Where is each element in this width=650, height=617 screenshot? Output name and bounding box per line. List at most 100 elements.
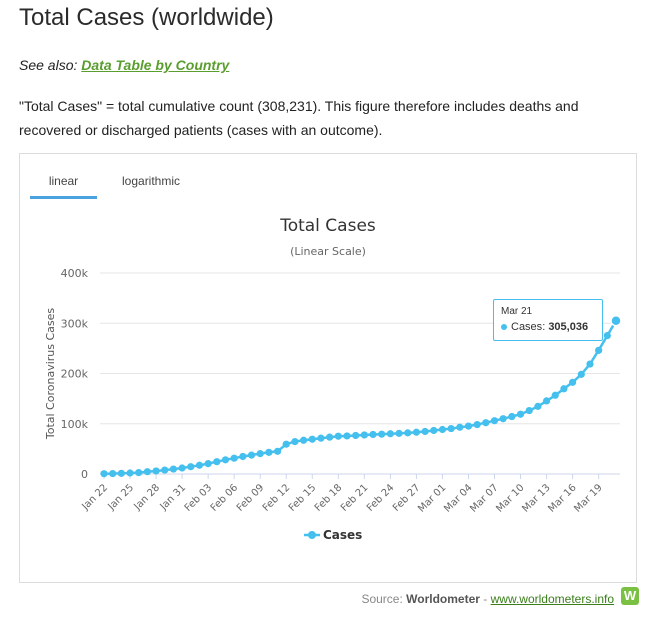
data-point: [109, 469, 117, 478]
tooltip-series-dot-icon: [501, 324, 507, 331]
data-point: [525, 406, 533, 415]
data-point: [126, 469, 134, 477]
data-point: [239, 452, 247, 461]
data-point: [117, 469, 125, 477]
source-link[interactable]: www.worldometers.info: [490, 592, 614, 606]
y-tick-label: 300k: [61, 317, 89, 330]
legend-item-cases: Cases: [323, 528, 362, 542]
data-point-highlighted: [610, 314, 622, 327]
x-tick-label: Mar 07: [468, 482, 500, 514]
data-point: [430, 426, 438, 435]
data-point: [569, 378, 577, 386]
chart-tooltip: Mar 21 Cases: 305,036: [493, 299, 603, 341]
data-point: [169, 465, 178, 473]
x-tick-label: Feb 03: [183, 482, 215, 514]
data-point: [395, 429, 403, 437]
worldometer-logo-icon[interactable]: W: [621, 587, 639, 605]
data-point: [291, 438, 299, 446]
data-point: [247, 451, 256, 459]
data-point: [326, 433, 334, 441]
data-point: [178, 464, 186, 472]
data-point: [404, 429, 412, 437]
data-point: [282, 440, 290, 448]
data-point: [343, 432, 351, 440]
description: "Total Cases" = total cumulative count (…: [19, 98, 579, 138]
data-point: [195, 461, 204, 469]
x-tick-label: Feb 12: [261, 482, 293, 514]
y-tick-label: 400k: [61, 267, 89, 280]
data-point: [560, 385, 568, 393]
data-point: [490, 417, 499, 425]
data-point: [204, 460, 212, 468]
data-point: [447, 424, 455, 433]
data-point: [135, 468, 143, 477]
data-point: [499, 415, 507, 423]
data-point: [464, 422, 473, 430]
x-tick-label: Feb 06: [209, 482, 241, 514]
tooltip-series: Cases: [511, 321, 543, 333]
data-point: [516, 410, 525, 418]
data-point: [230, 454, 238, 462]
x-tick-label: Jan 28: [132, 482, 163, 513]
x-tick-label: Feb 15: [287, 482, 319, 514]
data-point: [508, 412, 516, 421]
x-tick-label: Mar 16: [546, 482, 578, 514]
data-table-link[interactable]: Data Table by Country: [81, 57, 230, 73]
data-point: [308, 435, 316, 443]
y-axis-title: Total Coronavirus Cases: [44, 308, 57, 441]
data-point: [187, 463, 195, 471]
tooltip-value: 305,036: [548, 321, 589, 333]
x-tick-label: Mar 04: [442, 482, 474, 514]
chart-svg: Total Cases (Linear Scale) 0 100k 200k 300k 40…: [44, 216, 622, 542]
data-point: [143, 468, 151, 476]
see-also: See also: Data Table by Country: [19, 57, 229, 73]
data-point: [534, 402, 542, 410]
y-tick-label: 0: [81, 468, 88, 481]
source-name: Worldometer: [406, 592, 480, 606]
chart-subtitle: (Linear Scale): [290, 245, 366, 258]
data-point: [100, 470, 108, 478]
data-point: [221, 456, 230, 464]
source-credit: Source: Worldometer - www.worldometers.i…: [361, 592, 614, 606]
data-point: [299, 436, 308, 444]
tab-linear[interactable]: linear: [48, 174, 79, 188]
series-line-cases: [103, 320, 618, 475]
legend-marker-icon: [308, 531, 316, 539]
chart-container: Total Cases (Linear Scale) 0 100k 200k 300k 40…: [19, 153, 637, 583]
source-separator: -: [483, 592, 488, 606]
data-point: [334, 432, 342, 440]
data-point: [273, 447, 282, 455]
x-tick-label: Mar 01: [416, 482, 448, 514]
tooltip-row: Cases: 305,036: [501, 321, 588, 333]
data-point: [369, 430, 377, 439]
data-point: [438, 425, 447, 434]
data-point: [482, 419, 490, 427]
x-tick-label: Feb 21: [339, 482, 371, 514]
active-tab-indicator: [30, 196, 97, 199]
data-point: [586, 360, 594, 368]
y-tick-label: 200k: [61, 368, 89, 381]
data-point: [317, 434, 325, 442]
see-also-prefix: See also:: [19, 57, 78, 73]
x-tick-label: Feb 09: [235, 482, 267, 514]
x-tick-label: Jan 22: [79, 482, 110, 513]
data-point: [152, 467, 160, 475]
data-point: [213, 458, 221, 466]
data-point: [256, 450, 264, 458]
source-label: Source:: [361, 592, 403, 606]
data-point: [551, 391, 559, 399]
data-point: [412, 428, 421, 436]
data-point: [386, 430, 394, 438]
page-title: Total Cases (worldwide): [19, 4, 274, 31]
data-point: [378, 430, 386, 438]
data-point: [352, 431, 360, 440]
x-tick-label: Mar 13: [520, 482, 552, 514]
data-point: [603, 331, 611, 340]
x-tick-label: Jan 25: [106, 482, 137, 513]
tab-logarithmic[interactable]: logarithmic: [122, 174, 181, 188]
chart-title: Total Cases: [279, 216, 376, 236]
x-tick-label: Feb 24: [365, 482, 397, 514]
y-tick-label: 100k: [61, 418, 89, 431]
data-point: [360, 431, 368, 439]
data-point: [421, 427, 429, 436]
